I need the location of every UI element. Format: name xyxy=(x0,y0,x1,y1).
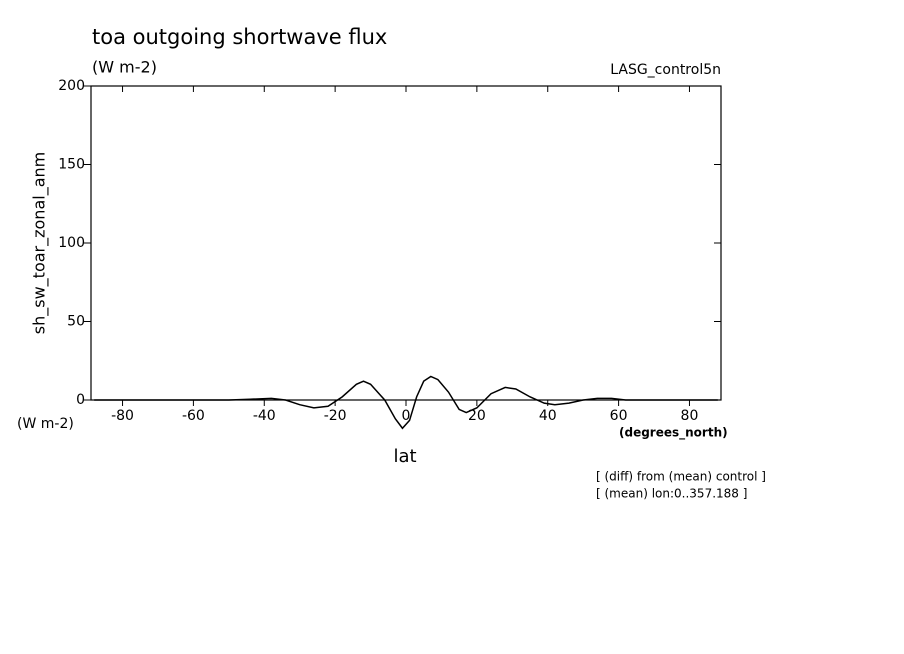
y-tick-label: 0 xyxy=(76,392,85,408)
data-line xyxy=(94,375,718,430)
y-tick-label: 150 xyxy=(58,157,85,173)
y-tick-label: 200 xyxy=(58,78,85,94)
x-tick-label: -20 xyxy=(324,408,347,424)
annotation: [ (mean) lon:0..357.188 ] xyxy=(596,487,747,501)
plot-frame xyxy=(90,85,722,401)
x-tick-label: 0 xyxy=(402,408,411,424)
x-units: (degrees_north) xyxy=(619,426,728,441)
annotation: [ (diff) from (mean) control ] xyxy=(596,470,766,484)
x-tick-label: 80 xyxy=(681,408,699,424)
x-tick-label: 20 xyxy=(468,408,486,424)
x-tick-label: -80 xyxy=(111,408,134,424)
y-tick-label: 50 xyxy=(67,314,85,330)
dataset-label: LASG_control5n xyxy=(610,62,721,78)
x-tick-label: 60 xyxy=(610,408,628,424)
y-units: (W m-2) xyxy=(17,416,74,432)
y-tick-label: 100 xyxy=(58,235,85,251)
chart-title: toa outgoing shortwave flux xyxy=(92,25,387,49)
x-tick-label: -40 xyxy=(253,408,276,424)
chart-subtitle: (W m-2) xyxy=(92,58,157,77)
x-tick-label: 40 xyxy=(539,408,557,424)
x-axis-title: lat xyxy=(393,446,416,467)
y-axis-title: sh_sw_toar_zonal_anm xyxy=(30,152,50,334)
x-tick-label: -60 xyxy=(182,408,205,424)
